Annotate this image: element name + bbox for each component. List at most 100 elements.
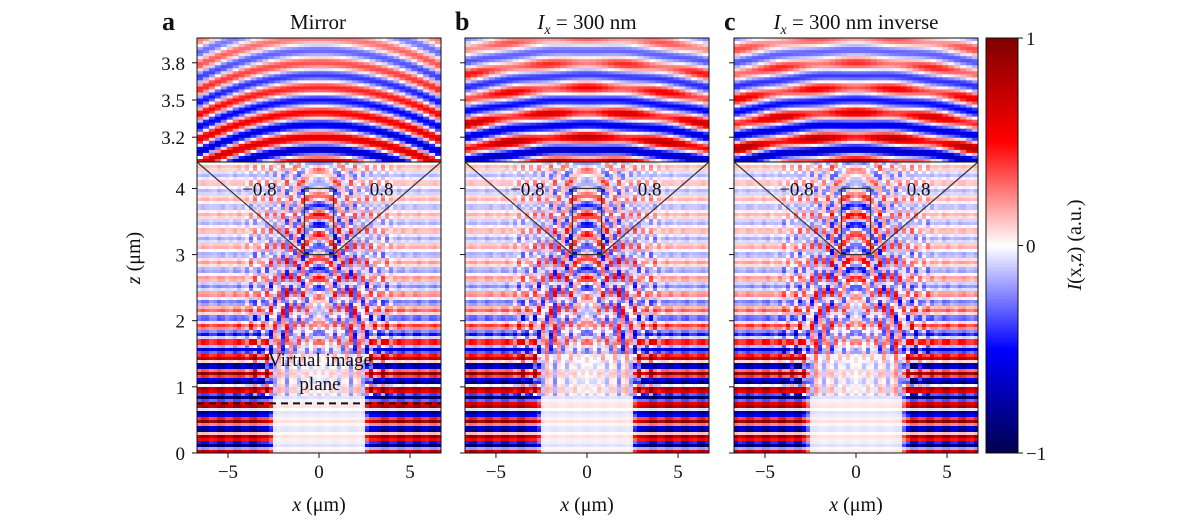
heatmap-cell — [197, 38, 203, 41]
heatmap-cell — [365, 276, 369, 279]
heatmap-cell — [352, 150, 358, 153]
heatmap-cell — [369, 306, 373, 309]
heatmap-cell — [389, 273, 393, 276]
heatmap-cell — [346, 129, 352, 132]
heatmap-cell — [309, 294, 313, 297]
heatmap-cell — [429, 321, 433, 324]
heatmap-cell — [337, 258, 341, 261]
heatmap-cell — [389, 294, 393, 297]
heatmap-cell — [381, 162, 385, 165]
heatmap-cell — [277, 270, 281, 273]
heatmap-cell — [435, 38, 441, 41]
heatmap-cell — [399, 47, 405, 50]
heatmap-cell — [334, 132, 340, 135]
heatmap-cell — [413, 240, 417, 243]
heatmap-cell — [401, 231, 405, 234]
heatmap-cell — [298, 141, 304, 144]
heatmap-cell — [352, 62, 358, 65]
heatmap-cell — [405, 306, 409, 309]
heatmap-cell — [273, 300, 277, 303]
heatmap-cell — [387, 56, 393, 59]
heatmap-cell — [413, 162, 417, 165]
heatmap-cell — [340, 92, 346, 95]
heatmap-cell — [298, 102, 304, 105]
heatmap-cell — [425, 207, 429, 210]
heatmap-cell — [370, 129, 376, 132]
heatmap-cell — [297, 192, 301, 195]
heatmap-cell — [297, 213, 301, 216]
heatmap-cell — [413, 216, 417, 219]
heatmap-cell — [325, 216, 329, 219]
heatmap-cell — [268, 129, 274, 132]
heatmap-cell — [433, 306, 437, 309]
heatmap-cell — [297, 279, 301, 282]
heatmap-cell — [341, 282, 345, 285]
heatmap-cell — [316, 86, 322, 89]
heatmap-cell — [221, 156, 227, 159]
heatmap-cell — [293, 213, 297, 216]
heatmap-cell — [239, 147, 245, 150]
heatmap-cell — [313, 222, 317, 225]
heatmap-cell — [304, 156, 310, 159]
heatmap-cell — [316, 77, 322, 80]
heatmap-cell — [376, 144, 382, 147]
heatmap-cell — [269, 207, 273, 210]
heatmap-cell — [281, 204, 285, 207]
heatmap-cell — [389, 270, 393, 273]
heatmap-cell — [225, 297, 229, 300]
heatmap-cell — [245, 71, 251, 74]
heatmap-cell — [413, 255, 417, 258]
heatmap-cell — [399, 108, 405, 111]
heatmap-cell — [313, 216, 317, 219]
heatmap-cell — [322, 62, 328, 65]
heatmap-cell — [369, 210, 373, 213]
heatmap-cell — [393, 53, 399, 56]
heatmap-cell — [277, 291, 281, 294]
heatmap-cell — [253, 285, 257, 288]
heatmap-cell — [277, 225, 281, 228]
heatmap-cell — [309, 210, 313, 213]
heatmap-cell — [381, 174, 385, 177]
heatmap-cell — [413, 195, 417, 198]
heatmap-cell — [405, 65, 411, 68]
heatmap-cell — [369, 258, 373, 261]
heatmap-cell — [257, 297, 261, 300]
heatmap-cell — [405, 47, 411, 50]
heatmap-cell — [381, 165, 385, 168]
heatmap-cell — [292, 114, 298, 117]
heatmap-cell — [301, 180, 305, 183]
heatmap-cell — [233, 95, 239, 98]
heatmap-cell — [369, 213, 373, 216]
heatmap-cell — [317, 225, 321, 228]
heatmap-cell — [417, 309, 421, 312]
heatmap-cell — [239, 44, 245, 47]
heatmap-cell — [317, 255, 321, 258]
heatmap-cell — [365, 291, 369, 294]
heatmap-cell — [268, 56, 274, 59]
heatmap-cell — [325, 309, 329, 312]
heatmap-cell — [205, 312, 209, 315]
heatmap-cell — [325, 234, 329, 237]
heatmap-cell — [393, 171, 397, 174]
heatmap-cell — [423, 59, 429, 62]
heatmap-cell — [285, 189, 289, 192]
heatmap-cell — [221, 255, 225, 258]
heatmap-cell — [423, 129, 429, 132]
heatmap-cell — [277, 267, 281, 270]
heatmap-cell — [325, 192, 329, 195]
heatmap-cell — [285, 294, 289, 297]
heatmap-cell — [221, 207, 225, 210]
heatmap-cell — [313, 165, 317, 168]
heatmap-cell — [201, 264, 205, 267]
heatmap-cell — [393, 59, 399, 62]
heatmap-cell — [429, 71, 435, 74]
heatmap-cell — [273, 168, 277, 171]
heatmap-cell — [376, 83, 382, 86]
heatmap-cell — [397, 249, 401, 252]
heatmap-cell — [389, 255, 393, 258]
heatmap-cell — [429, 156, 435, 159]
heatmap-cell — [304, 50, 310, 53]
heatmap-cell — [221, 210, 225, 213]
heatmap-cell — [281, 219, 285, 222]
heatmap-cell — [297, 252, 301, 255]
